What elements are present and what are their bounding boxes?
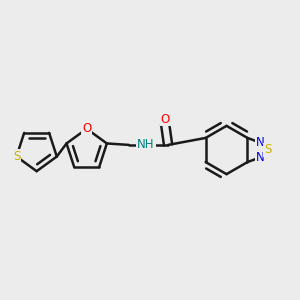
Text: S: S: [264, 143, 271, 157]
Text: N: N: [256, 136, 264, 149]
Text: N: N: [256, 151, 264, 164]
Text: S: S: [13, 150, 20, 163]
Text: O: O: [82, 122, 91, 135]
Text: NH: NH: [137, 138, 155, 152]
Text: O: O: [160, 112, 170, 125]
